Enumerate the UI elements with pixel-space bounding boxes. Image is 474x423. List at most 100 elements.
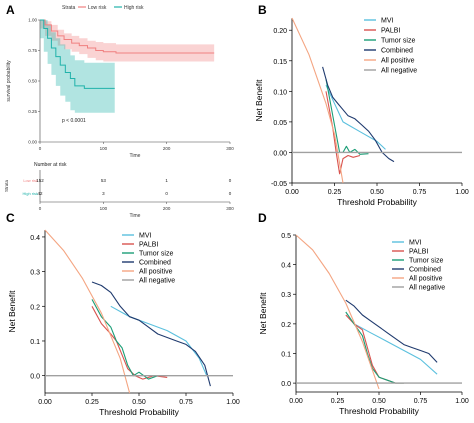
series-line-combined [91, 281, 211, 387]
panel-a-ylabel: survival probability [6, 60, 12, 102]
panel-a-ytick-label: 0.75 [28, 48, 37, 53]
x-tick-label: 0.00 [38, 399, 52, 406]
legend-label: Tumor size [139, 251, 173, 258]
x-tick-label: 0.75 [413, 189, 427, 196]
risk-low-count: 0 [229, 178, 232, 183]
x-tick-label: 0.50 [132, 399, 146, 406]
panel-a-ytick-label: 0.25 [28, 109, 37, 114]
panel-a-letter: A [6, 3, 15, 17]
km-ci-band-low [40, 20, 215, 62]
panel-a-xtick-label: 300 [226, 146, 234, 151]
km-curve-high [40, 19, 115, 89]
y-tick-label: 0.2 [281, 322, 291, 329]
legend-high-label: High risk [124, 5, 144, 11]
km-curve-low [40, 19, 215, 54]
panel-a-xtick-label: 100 [100, 146, 108, 151]
x-tick-label: 0.00 [285, 189, 299, 196]
y-tick-label: 0.0 [281, 381, 291, 388]
legend-low-label: Low risk [88, 5, 107, 11]
series-line-combined [345, 299, 438, 363]
x-tick-label: 0.75 [179, 399, 193, 406]
y-tick-label: 0.0 [30, 374, 40, 381]
legend-label: MVI [139, 233, 152, 240]
y-tick-label: 0.00 [273, 150, 287, 157]
x-tick-label: 0.00 [289, 398, 303, 405]
panel-d: D 0.00 0.25 0.50 0.75 1.00 0.0 0.1 0.2 0.3 0.4 0.5 T… [258, 211, 469, 416]
x-tick-label: 0.25 [328, 189, 342, 196]
panel-b: B0.00 0.25 0.50 0.75 1.00-0.050.000.050.100.… [254, 3, 469, 207]
legend-label: PALBI [139, 242, 158, 249]
y-tick-label: 0.1 [30, 339, 40, 346]
risk-table-strata: Strata [4, 180, 9, 193]
panel-b-letter: B [258, 3, 267, 17]
panel-a: A Strata Low risk High risk 0.00 0.25 0.50 0.75… [4, 3, 234, 219]
panel-a-ytick-label: 1.00 [28, 18, 37, 23]
x-tick-label: 0.25 [331, 398, 345, 405]
y-tick-label: 0.15 [273, 59, 287, 66]
risk-low-count: 53 [101, 178, 107, 183]
legend-label: All positive [139, 269, 173, 276]
x-tick-label: 1.00 [226, 399, 240, 406]
legend-label: Tumor size [381, 38, 415, 45]
panel-a-xtick-label: 200 [163, 146, 171, 151]
series-line-all-positive [295, 234, 380, 390]
x-tick-label: 0.75 [414, 398, 428, 405]
risk-row-low-label: Low risk [23, 178, 38, 183]
risk-high-count: 42 [37, 191, 43, 196]
risk-low-count: 152 [36, 178, 44, 183]
y-tick-label: 0.3 [30, 270, 40, 277]
x-axis-label: Threshold Probability [337, 197, 418, 207]
y-tick-label: 0.10 [273, 89, 287, 96]
legend-label: All negative [409, 285, 445, 292]
legend-label: All negative [139, 278, 175, 285]
x-tick-label: 1.00 [455, 398, 469, 405]
x-tick-label: 1.00 [455, 189, 469, 196]
y-tick-label: 0.05 [273, 120, 287, 127]
y-tick-label: 0.4 [30, 235, 40, 242]
series-line-tumor-size [325, 78, 369, 155]
panel-c-letter: C [6, 211, 15, 225]
x-tick-label: 0.50 [370, 189, 384, 196]
panel-a-ytick-label: 0.00 [28, 140, 37, 145]
risk-table-xlabel: Time [130, 213, 141, 219]
legend-label: All positive [381, 58, 415, 65]
y-tick-label: 0.20 [273, 28, 287, 35]
x-axis-label: Threshold Probability [339, 406, 420, 416]
legend-label: Tumor size [409, 258, 443, 265]
legend-label: PALBI [381, 28, 400, 35]
legend-label: Combined [409, 267, 441, 274]
series-line-all-positive [44, 229, 131, 394]
risk-low-count: 1 [165, 178, 168, 183]
legend-label: All negative [381, 68, 417, 75]
km-ci-band-high [40, 20, 115, 113]
x-tick-label: 0.50 [372, 398, 386, 405]
risk-table-xtick-label: 300 [226, 206, 234, 211]
risk-high-count: 0 [165, 191, 168, 196]
y-tick-label: 0.3 [281, 292, 291, 299]
y-axis-label: Net Benefit [254, 79, 264, 122]
legend-label: Combined [139, 260, 171, 267]
risk-table-xtick-label: 200 [163, 206, 171, 211]
panel-a-xtick-label: 0 [39, 146, 42, 151]
panel-a-pvalue: p < 0.0001 [62, 118, 86, 124]
risk-table-title: Number at risk [34, 162, 67, 168]
series-line-mvi [325, 84, 386, 150]
series-line-palbi [91, 306, 168, 380]
risk-table-xtick-label: 0 [39, 206, 42, 211]
panel-d-letter: D [258, 211, 267, 225]
y-tick-label: 0.4 [281, 263, 291, 270]
panel-a-strata-title: Strata [62, 5, 76, 11]
panel-c: C 0.00 0.25 0.50 0.75 1.00 0.0 0.1 0.2 0.3 0.4 Thre… [6, 211, 240, 417]
x-axis-label: Threshold Probability [99, 407, 180, 417]
series-line-palbi [325, 91, 361, 175]
risk-high-count: 0 [229, 191, 232, 196]
y-axis-label: Net Benefit [258, 292, 268, 335]
legend-label: All positive [409, 276, 443, 283]
legend-label: Combined [381, 48, 413, 55]
risk-row-high-label: High risk [22, 191, 38, 196]
series-line-all-positive [291, 17, 344, 184]
y-tick-label: -0.05 [271, 181, 287, 188]
risk-table-xtick-label: 100 [100, 206, 108, 211]
legend-label: PALBI [409, 249, 428, 256]
